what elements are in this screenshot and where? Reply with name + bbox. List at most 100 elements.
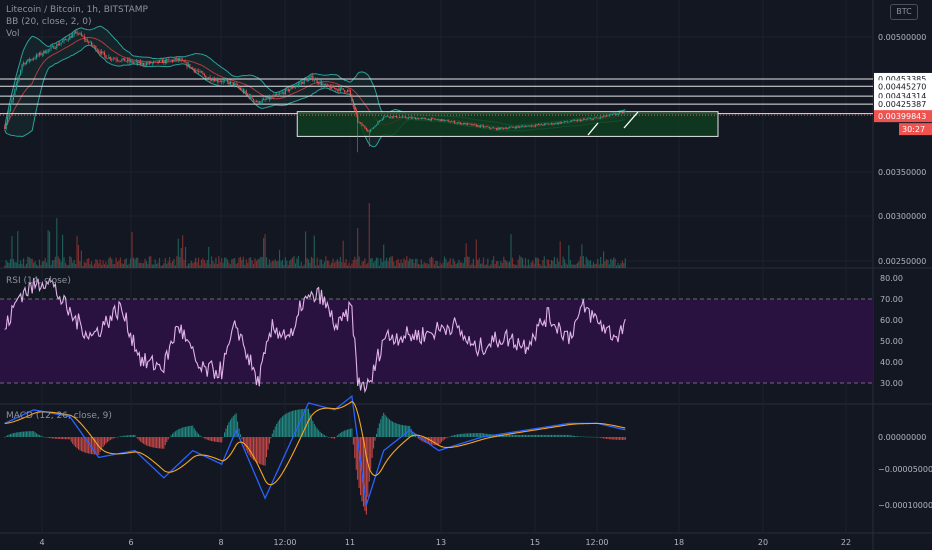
candle-body [536, 124, 538, 126]
macd-histogram-bar [300, 409, 302, 437]
candle [597, 117, 599, 119]
candle-body [254, 100, 256, 102]
candle-body [131, 60, 133, 63]
candle [96, 48, 98, 52]
macd-histogram-bar [355, 437, 357, 470]
volume-bar [278, 249, 281, 268]
candle [270, 95, 272, 100]
volume-bar [174, 265, 176, 268]
volume-bar [193, 261, 195, 268]
time-tick-label: 8 [218, 538, 223, 547]
candle [54, 46, 56, 50]
candle-body [571, 120, 573, 122]
candle-body [319, 81, 321, 84]
volume-bar [532, 260, 534, 268]
macd-histogram-bar [279, 419, 281, 437]
candle [438, 118, 440, 121]
volume-bar [202, 258, 204, 268]
candle [140, 58, 142, 67]
candle-body [31, 59, 33, 60]
macd-histogram-bar [582, 436, 584, 438]
volume-bar [5, 260, 7, 268]
candle [112, 56, 114, 62]
candle [480, 124, 482, 129]
volume-bar [173, 258, 175, 268]
macd-legend[interactable]: MACD (12, 26, close, 9) [6, 411, 112, 421]
volume-bar [319, 259, 321, 268]
macd-histogram-bar [34, 432, 36, 437]
macd-histogram-bar [373, 437, 375, 449]
candle-body [208, 77, 210, 79]
macd-histogram-bar [276, 423, 278, 437]
candle-body [420, 118, 422, 119]
candle [25, 60, 27, 65]
candle [500, 127, 502, 130]
volume-bar [423, 262, 425, 268]
volume-bar [597, 258, 599, 268]
candle-body [235, 83, 237, 85]
candle-body [310, 75, 312, 77]
volume-bar [62, 234, 64, 268]
candle-body [371, 128, 373, 130]
candle [553, 123, 555, 125]
candle [362, 124, 365, 127]
candle [589, 117, 592, 120]
volume-bar [341, 262, 343, 268]
candle-body [260, 102, 262, 104]
bb-legend[interactable]: BB (20, close, 2, 0) [6, 17, 92, 27]
volume-bar [88, 258, 90, 268]
volume-bar [24, 265, 26, 268]
macd-histogram-bar [442, 437, 444, 441]
macd-histogram-bar [332, 437, 334, 439]
candle-body [469, 123, 472, 125]
candle [274, 93, 276, 96]
macd-histogram-bar [46, 437, 48, 438]
candle-body [475, 124, 477, 127]
candle [563, 120, 566, 124]
currency-badge[interactable]: BTC [890, 4, 918, 20]
candle [9, 104, 12, 113]
candle-body [112, 58, 114, 60]
macd-histogram-bar [75, 437, 77, 448]
macd-histogram-bar [104, 437, 106, 446]
macd-histogram-bar [289, 411, 291, 437]
macd-histogram-bar [56, 437, 58, 439]
volume-bar [529, 264, 531, 268]
volume-bar [163, 263, 165, 268]
volume-bar [399, 263, 401, 268]
rsi-legend[interactable]: RSI (14, close) [6, 276, 71, 286]
macd-histogram-bar [375, 433, 377, 437]
candle [86, 37, 88, 43]
volume-bar [307, 259, 310, 268]
volume-bar [425, 263, 427, 268]
macd-histogram-bar [172, 433, 174, 437]
rsi-line [4, 277, 626, 394]
volume-bar [169, 257, 171, 268]
volume-bar [510, 234, 512, 268]
candle [451, 120, 453, 123]
macd-histogram-bar [33, 431, 35, 437]
macd-histogram-bar [251, 437, 253, 459]
candle [608, 114, 610, 117]
volume-bar [623, 263, 625, 268]
candle [587, 117, 589, 120]
volume-bar [326, 260, 328, 268]
candle-body [268, 96, 271, 100]
candle-body [543, 123, 545, 126]
candle-body [452, 121, 454, 122]
volume-bar [54, 256, 56, 268]
candle-body [183, 60, 185, 63]
vol-legend[interactable]: Vol [6, 29, 20, 39]
volume-bar [390, 256, 392, 268]
candle-body [588, 118, 590, 120]
candle [507, 126, 509, 130]
macd-histogram-bar [305, 408, 307, 437]
volume-bar [548, 259, 550, 268]
volume-bar [148, 256, 150, 268]
volume-bar [601, 263, 603, 268]
volume-bar [30, 258, 32, 268]
macd-histogram-bar [225, 428, 227, 437]
volume-bar [313, 235, 315, 268]
candle [50, 44, 52, 52]
